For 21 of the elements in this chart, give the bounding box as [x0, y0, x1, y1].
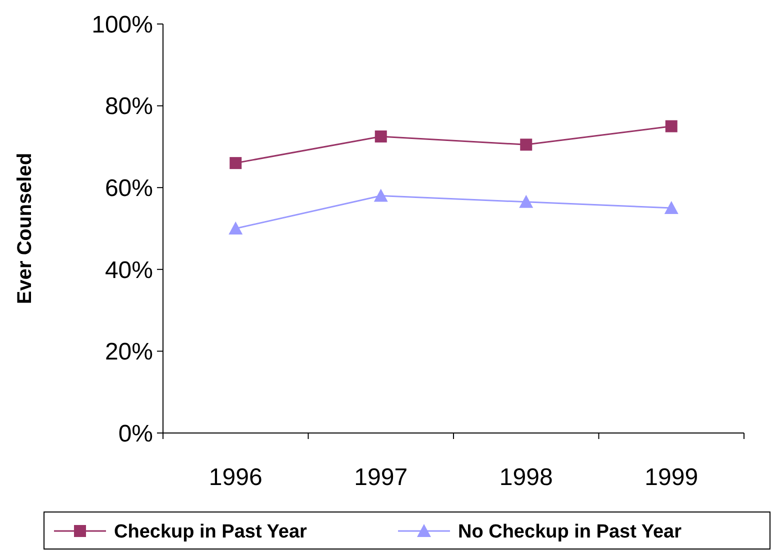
legend-label: No Checkup in Past Year	[458, 522, 682, 543]
y-tick-label: 40%	[104, 256, 153, 284]
y-tick-label: 80%	[104, 93, 153, 120]
x-tick-label: 1998	[499, 464, 553, 491]
point	[520, 138, 532, 151]
point	[664, 201, 678, 214]
legend-label: Checkup in Past Year	[114, 522, 308, 543]
x-tick-label: 1997	[354, 464, 408, 491]
point	[374, 188, 388, 202]
y-tick-label: 0%	[118, 420, 153, 448]
point	[374, 130, 387, 142]
y-tick-label: 100%	[92, 11, 153, 38]
point	[228, 222, 243, 234]
point	[230, 157, 242, 170]
y-tick-label: 20%	[104, 338, 153, 366]
y-tick-label: 60%	[104, 175, 153, 202]
x-tick-label: 1999	[644, 464, 698, 491]
point	[665, 120, 678, 132]
y-axis-title: Ever Counseled	[14, 152, 36, 304]
point	[519, 194, 534, 208]
x-tick-label: 1996	[208, 464, 262, 491]
